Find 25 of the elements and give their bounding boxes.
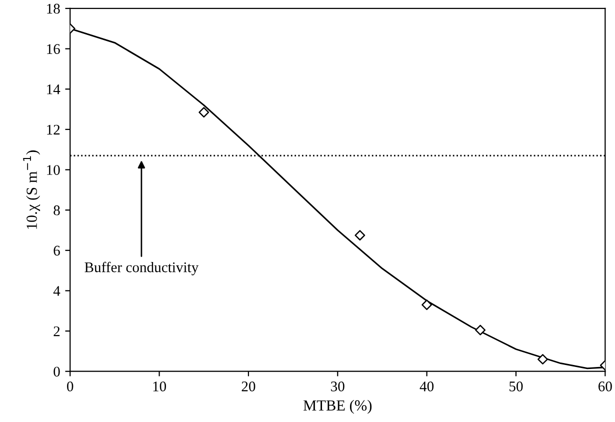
y-tick-label: 16 [47,44,60,54]
y-tick-label: 4 [53,286,60,296]
y-tick-label: 6 [54,246,60,256]
point [538,354,548,364]
x-tick-label: 50 [510,382,523,392]
point [198,107,210,118]
y-tick-label: 2 [54,326,60,336]
y-tick-label: 8 [54,205,60,216]
point [422,300,432,310]
y-tick-label: 18 [47,4,60,14]
point [475,324,486,336]
y-tick-label: 0 [54,366,60,377]
x-tick-label: 10 [153,382,166,392]
y-tick-label: 14 [47,84,60,94]
point [354,230,366,240]
x-tick-label: 20 [242,382,256,392]
x-tick-label: 40 [420,382,434,392]
x-axis-title: MTBE (%) [303,400,372,414]
y-tick-label: 10 [47,165,60,175]
x-tick-label: 60 [598,382,612,392]
x-tick-label: 0 [67,382,74,392]
y-axis-title: 10.χ (S m$^{−1}$) [23,150,40,229]
annotation: Buffer conductivity [84,262,199,276]
y-tick-label: 12 [47,124,60,134]
x-tick-label: 30 [331,382,344,392]
